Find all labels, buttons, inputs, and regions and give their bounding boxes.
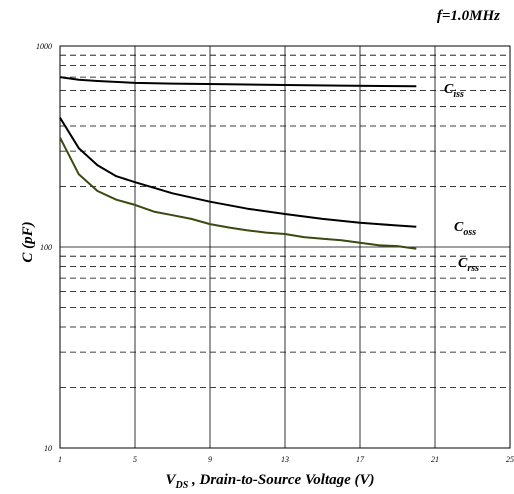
x-tick-label: 9 (208, 455, 212, 464)
plot-grid (60, 46, 510, 448)
x-tick-label: 13 (281, 455, 289, 464)
series-line-coss (59, 117, 417, 228)
series-label-crss-sub: rss (467, 263, 479, 274)
y-tick-label: 1000 (36, 42, 52, 51)
y-tick-labels: 10 100 1000 (36, 42, 52, 453)
plot-frame (59, 45, 511, 449)
x-axis-label-sub: DS (174, 480, 188, 491)
chart-annotation: f=1.0MHz (437, 8, 500, 24)
x-axis-label: VDS , Drain-to-Source Voltage (V) (165, 472, 374, 491)
svg-text:Crss: Crss (458, 256, 479, 274)
x-tick-label: 25 (506, 455, 514, 464)
svg-text:Coss: Coss (454, 220, 476, 238)
series-lines (59, 76, 417, 250)
series-label-coss-main: C (454, 220, 464, 235)
x-tick-labels: 1 5 9 13 17 21 25 (58, 455, 514, 464)
x-axis-label-rest: , Drain-to-Source Voltage (V) (188, 472, 374, 488)
x-tick-label: 5 (133, 455, 137, 464)
series-label-coss-sub: oss (463, 227, 476, 238)
svg-text:Ciss: Ciss (444, 82, 464, 100)
y-axis-label: C (pF) (20, 221, 36, 262)
series-line-crss (59, 137, 417, 250)
y-tick-label: 100 (40, 243, 52, 252)
series-line-ciss (59, 76, 417, 88)
series-label-ciss-main: C (444, 82, 454, 97)
series-label-crss-main: C (458, 256, 468, 271)
series-label-coss: Coss (454, 220, 476, 238)
y-tick-label: 10 (44, 444, 52, 453)
x-tick-label: 17 (356, 455, 365, 464)
series-label-ciss: Ciss (444, 82, 464, 100)
x-tick-label: 1 (58, 455, 62, 464)
x-tick-label: 21 (431, 455, 439, 464)
series-label-ciss-sub: iss (453, 89, 464, 100)
series-label-crss: Crss (458, 256, 479, 274)
x-axis-label-main: V (165, 472, 177, 488)
